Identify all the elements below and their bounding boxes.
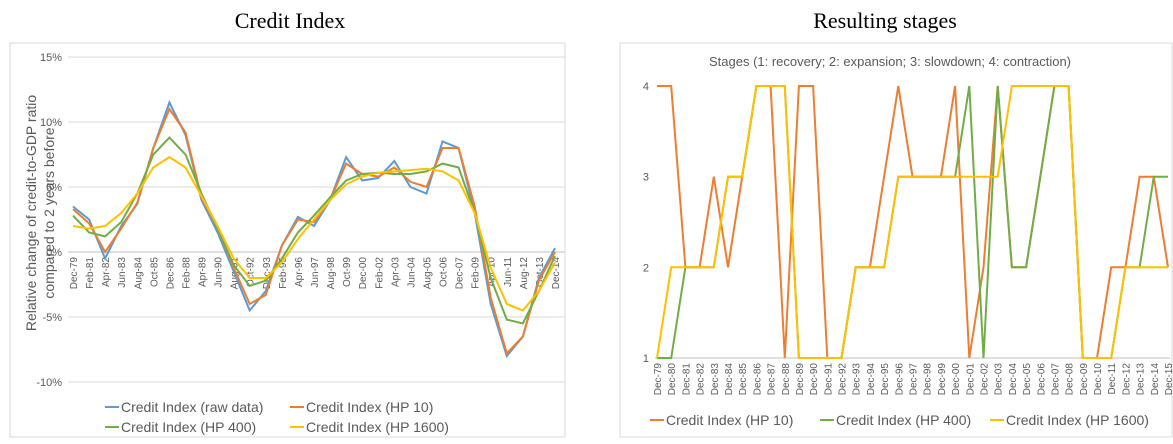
x-tick-label: Oct-06 — [439, 257, 450, 287]
x-tick-label: Dec-14 — [551, 257, 562, 290]
x-tick-label: Feb-81 — [85, 257, 96, 289]
x-tick-label: Dec-10 — [1093, 363, 1104, 396]
x-tick-label: Apr-82 — [101, 257, 112, 287]
x-tick-label: Dec-97 — [909, 363, 920, 396]
x-tick-label: Dec-98 — [923, 363, 934, 396]
x-tick-label: Dec-94 — [866, 363, 877, 396]
x-tick-label: Oct-92 — [246, 257, 257, 287]
x-tick-label: Feb-09 — [471, 257, 482, 289]
x-tick-label: Dec-79 — [69, 257, 80, 290]
legend-label: Credit Index (HP 1600) — [1006, 412, 1149, 428]
x-tick-label: Dec-90 — [809, 363, 820, 396]
x-tick-label: Dec-88 — [781, 363, 792, 396]
x-tick-label: Dec-03 — [994, 363, 1005, 396]
x-tick-label: Jun-97 — [310, 257, 321, 288]
x-tick-label: Dec-00 — [951, 363, 962, 396]
x-tick-label: Feb-95 — [278, 257, 289, 289]
y-tick-label: -10% — [36, 377, 62, 389]
chart-title: Credit Index — [235, 8, 346, 33]
x-tick-label: Dec-01 — [965, 363, 976, 396]
y-tick-label: 10% — [40, 117, 62, 129]
series-line — [656, 85, 1168, 359]
series-line — [72, 155, 556, 312]
x-tick-label: Dec-07 — [455, 257, 466, 290]
x-tick-label: Oct-99 — [342, 257, 353, 287]
x-tick-label: Dec-83 — [710, 363, 721, 396]
x-tick-label: Dec-13 — [1136, 363, 1147, 396]
x-tick-label: Dec-04 — [1008, 363, 1019, 396]
x-tick-label: Dec-15 — [1164, 363, 1173, 396]
legend-label: Credit Index (HP 10) — [666, 412, 793, 428]
x-tick-label: Dec-93 — [262, 257, 273, 290]
y-axis-label: compared to 2 years before — [41, 127, 57, 298]
chart-frame — [619, 42, 1173, 438]
x-tick-label: Dec-85 — [738, 363, 749, 396]
x-tick-label: Dec-82 — [696, 363, 707, 396]
y-tick-label: 1 — [643, 353, 649, 365]
x-tick-label: Dec-81 — [681, 363, 692, 396]
x-tick-label: Dec-86 — [165, 257, 176, 290]
y-tick-label: 4 — [643, 81, 649, 93]
series-line — [72, 106, 556, 356]
x-tick-label: Apr-89 — [198, 257, 209, 287]
chart-title: Resulting stages — [813, 8, 957, 33]
legend-label: Credit Index (HP 400) — [121, 419, 256, 435]
x-tick-label: Jun-04 — [406, 257, 417, 288]
y-tick-label: 5% — [46, 182, 62, 194]
x-tick-label: Dec-09 — [1079, 363, 1090, 396]
y-tick-label: 3 — [643, 172, 649, 184]
x-tick-label: Feb-88 — [181, 257, 192, 289]
x-tick-label: Aug-05 — [422, 257, 433, 290]
y-tick-label: 0% — [46, 247, 62, 259]
chart-frame — [9, 42, 566, 438]
x-tick-label: Jun-90 — [214, 257, 225, 288]
x-tick-label: Dec-12 — [1121, 363, 1132, 396]
x-tick-label: Dec-06 — [1036, 363, 1047, 396]
chart-subtitle: Stages (1: recovery; 2: expansion; 3: sl… — [709, 54, 1071, 69]
x-tick-label: Dec-11 — [1107, 363, 1118, 395]
x-tick-label: Apr-96 — [294, 257, 305, 287]
x-tick-label: Dec-87 — [767, 363, 778, 396]
x-tick-label: Dec-86 — [752, 363, 763, 396]
x-tick-label: Dec-99 — [937, 363, 948, 396]
y-tick-label: 15% — [40, 52, 62, 64]
x-tick-label: Oct-13 — [535, 257, 546, 287]
x-tick-label: Dec-14 — [1150, 363, 1161, 396]
legend-label: Credit Index (raw data) — [121, 399, 263, 415]
x-tick-label: Dec-96 — [894, 363, 905, 396]
x-tick-label: Apr-03 — [390, 257, 401, 287]
x-tick-label: Aug-84 — [133, 257, 144, 290]
x-tick-label: Jun-83 — [117, 257, 128, 288]
legend-label: Credit Index (HP 10) — [306, 399, 433, 415]
x-tick-label: Jun-11 — [503, 257, 514, 287]
y-tick-label: -5% — [42, 312, 62, 324]
y-tick-label: 2 — [643, 262, 649, 274]
x-tick-label: Dec-84 — [724, 363, 735, 396]
x-tick-label: Dec-08 — [1065, 363, 1076, 396]
x-tick-label: Dec-92 — [838, 363, 849, 396]
x-tick-label: Dec-79 — [653, 363, 664, 396]
x-tick-label: Dec-80 — [667, 363, 678, 396]
x-tick-label: Dec-89 — [795, 363, 806, 396]
legend-label: Credit Index (HP 1600) — [306, 419, 449, 435]
y-axis-label: Relative change of credit-to-GDP ratio — [23, 95, 39, 332]
x-tick-label: Dec-95 — [880, 363, 891, 396]
x-tick-label: Feb-02 — [374, 257, 385, 289]
x-tick-label: Dec-91 — [823, 363, 834, 396]
x-tick-label: Aug-98 — [326, 257, 337, 290]
x-tick-label: Dec-02 — [979, 363, 990, 396]
x-tick-label: Dec-05 — [1022, 363, 1033, 396]
x-tick-label: Dec-93 — [852, 363, 863, 396]
x-tick-label: Dec-07 — [1050, 363, 1061, 396]
x-tick-label: Aug-12 — [519, 257, 530, 290]
x-tick-label: Dec-00 — [358, 257, 369, 290]
legend-label: Credit Index (HP 400) — [836, 412, 971, 428]
x-tick-label: Oct-85 — [149, 257, 160, 287]
